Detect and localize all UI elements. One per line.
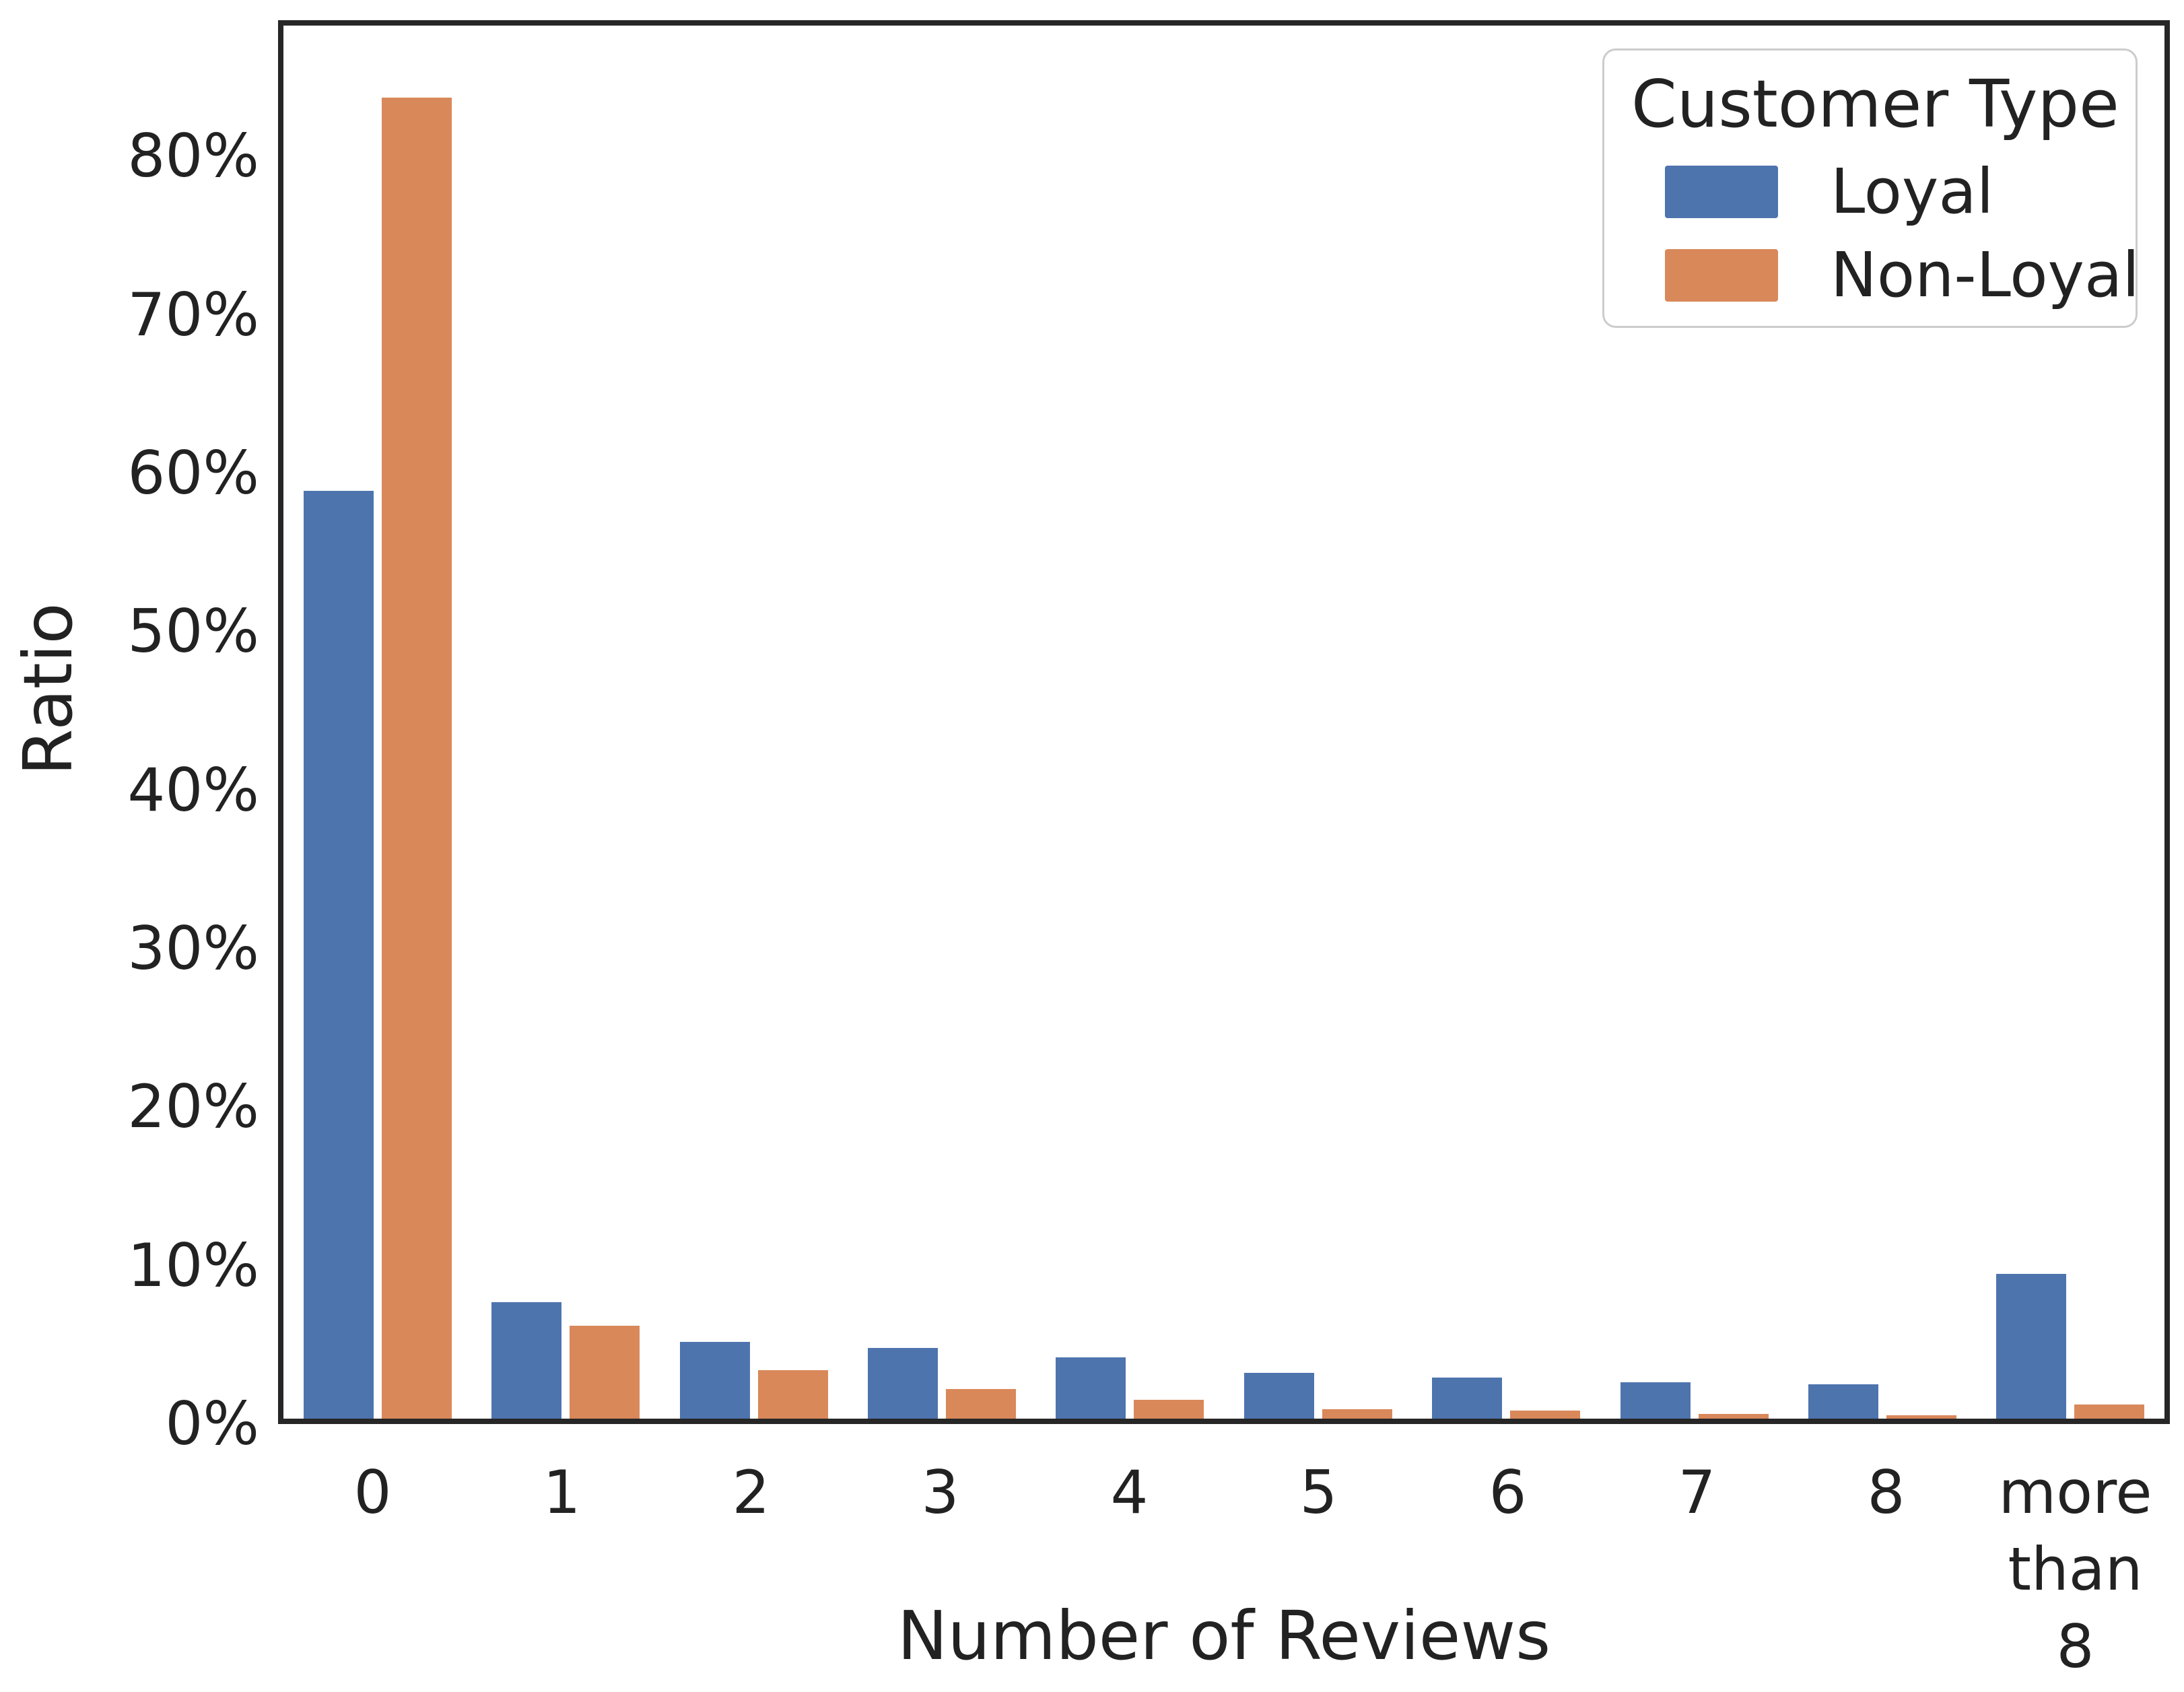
y-tick-70: 70% bbox=[127, 279, 259, 349]
bar-group-5 bbox=[1224, 26, 1412, 1419]
x-tick-6: 6 bbox=[1413, 1454, 1602, 1685]
bar-group-0 bbox=[283, 26, 471, 1419]
bar-group-7 bbox=[1600, 26, 1788, 1419]
x-tick-text: 3 bbox=[921, 1458, 959, 1527]
x-tick-text: 4 bbox=[1110, 1458, 1149, 1527]
legend-item-non-loyal: Non-Loyal bbox=[1665, 244, 2140, 306]
y-tick-80: 80% bbox=[127, 121, 259, 191]
x-tick-1: 1 bbox=[467, 1454, 656, 1685]
x-tick-0: 0 bbox=[278, 1454, 467, 1685]
bar-loyal-8 bbox=[1808, 1384, 1878, 1419]
bar-loyal-6 bbox=[1432, 1378, 1503, 1419]
y-tick-30: 30% bbox=[127, 914, 259, 984]
y-tick-labels: 0% 10% 20% 30% 40% 50% 60% 70% 80% bbox=[0, 20, 259, 1454]
bar-non-loyal-3 bbox=[945, 1388, 1016, 1419]
bar-group-3 bbox=[848, 26, 1035, 1419]
bar-group-1 bbox=[471, 26, 659, 1419]
y-tick-60: 60% bbox=[127, 438, 259, 508]
x-tick-text: more than 8 bbox=[1998, 1458, 2152, 1681]
legend-label-non-loyal: Non-Loyal bbox=[1831, 238, 2140, 311]
x-tick-text: 2 bbox=[732, 1458, 770, 1527]
y-tick-40: 40% bbox=[127, 755, 259, 825]
bar-group-more-than-8 bbox=[1977, 26, 2164, 1419]
legend-title: Customer Type bbox=[1631, 66, 2119, 142]
x-tick-3: 3 bbox=[846, 1454, 1035, 1685]
bar-non-loyal-1 bbox=[570, 1326, 640, 1419]
bar-group-2 bbox=[660, 26, 848, 1419]
x-tick-text: 6 bbox=[1489, 1458, 1527, 1527]
legend-label-loyal: Loyal bbox=[1831, 155, 1994, 228]
bar-non-loyal-0 bbox=[381, 98, 452, 1419]
x-axis-label: Number of Reviews bbox=[897, 1596, 1551, 1675]
x-tick-text: 8 bbox=[1867, 1458, 1905, 1527]
bar-group-6 bbox=[1412, 26, 1600, 1419]
legend-swatch-non-loyal bbox=[1665, 248, 1778, 302]
bar-non-loyal-4 bbox=[1134, 1399, 1204, 1419]
bar-non-loyal-6 bbox=[1510, 1411, 1581, 1419]
bar-loyal-5 bbox=[1243, 1373, 1314, 1419]
x-tick-text: 0 bbox=[353, 1458, 392, 1527]
bar-non-loyal-5 bbox=[1322, 1409, 1392, 1419]
bar-loyal-7 bbox=[1620, 1382, 1691, 1419]
y-tick-0: 0% bbox=[165, 1389, 259, 1458]
legend: Customer Type Loyal Non-Loyal bbox=[1602, 48, 2140, 328]
bar-loyal-more-than-8 bbox=[1996, 1274, 2067, 1419]
x-tick-more-than-8: more than 8 bbox=[1981, 1454, 2170, 1685]
x-tick-text: 1 bbox=[543, 1458, 581, 1527]
x-tick-8: 8 bbox=[1791, 1454, 1981, 1685]
bar-loyal-4 bbox=[1056, 1357, 1126, 1419]
bar-group-8 bbox=[1788, 26, 1976, 1419]
x-tick-labels: 0 1 2 3 4 5 6 7 8 more than 8 bbox=[278, 1454, 2170, 1685]
x-tick-2: 2 bbox=[656, 1454, 846, 1685]
y-tick-50: 50% bbox=[127, 597, 259, 667]
x-tick-text: 7 bbox=[1678, 1458, 1716, 1527]
x-tick-7: 7 bbox=[1602, 1454, 1791, 1685]
y-tick-10: 10% bbox=[127, 1230, 259, 1300]
bar-group-4 bbox=[1036, 26, 1224, 1419]
bar-loyal-0 bbox=[303, 491, 374, 1419]
bar-loyal-1 bbox=[491, 1302, 562, 1419]
legend-items: Loyal Non-Loyal bbox=[1631, 155, 2140, 306]
legend-swatch-loyal bbox=[1665, 165, 1778, 218]
bar-loyal-2 bbox=[679, 1341, 750, 1419]
bar-non-loyal-7 bbox=[1698, 1414, 1769, 1419]
x-tick-text: 5 bbox=[1299, 1458, 1338, 1527]
y-tick-20: 20% bbox=[127, 1072, 259, 1142]
bar-non-loyal-more-than-8 bbox=[2074, 1404, 2145, 1419]
bar-non-loyal-2 bbox=[757, 1369, 828, 1419]
bar-loyal-3 bbox=[867, 1347, 938, 1419]
x-tick-5: 5 bbox=[1224, 1454, 1413, 1685]
bar-non-loyal-8 bbox=[1886, 1415, 1956, 1419]
x-tick-4: 4 bbox=[1035, 1454, 1224, 1685]
bars-container bbox=[283, 26, 2164, 1419]
legend-item-loyal: Loyal bbox=[1665, 155, 2109, 228]
